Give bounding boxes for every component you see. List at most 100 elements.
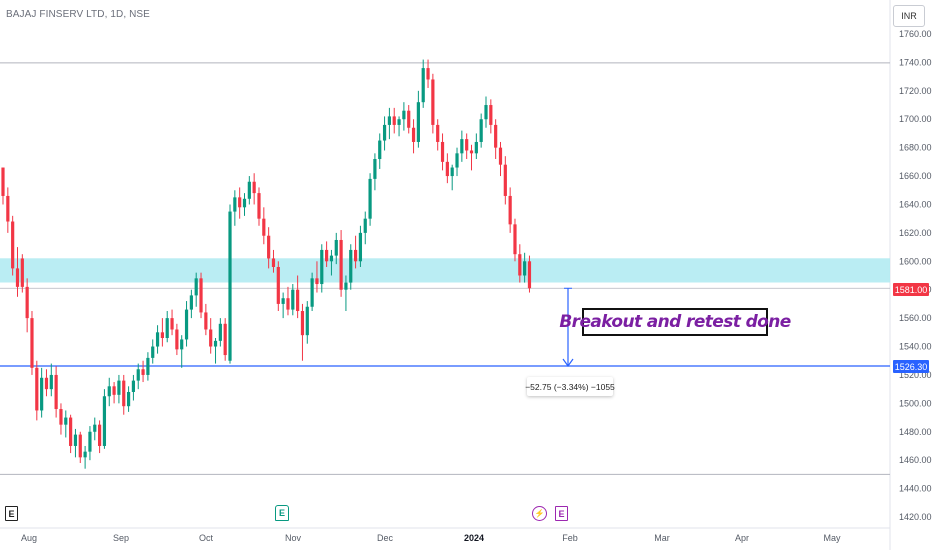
candle-body: [286, 298, 290, 310]
candle-body: [349, 249, 353, 283]
demand-zone[interactable]: [0, 258, 890, 283]
earnings-event-icon[interactable]: E: [5, 506, 18, 521]
candle-body: [315, 278, 319, 285]
candle-body: [98, 424, 102, 446]
candle-body: [411, 127, 416, 142]
candle-body: [465, 139, 469, 151]
candle-body: [508, 195, 512, 225]
candle-body: [450, 167, 454, 177]
price-tick-label: 1500.00: [899, 398, 932, 408]
candle-body: [262, 218, 266, 236]
candle-body: [141, 369, 145, 375]
measure-arrow-head: [562, 358, 574, 368]
candle-body: [358, 232, 363, 262]
candle-body: [426, 68, 430, 80]
candle-body: [184, 309, 189, 340]
candle-body: [209, 329, 213, 347]
candle-body: [474, 141, 478, 154]
candle-body: [170, 318, 174, 330]
candle-body: [30, 318, 34, 368]
candle-body: [102, 396, 107, 446]
candle-body: [329, 255, 334, 262]
price-tick-label: 1740.00: [899, 57, 932, 67]
candle-body: [228, 211, 232, 361]
candle-body: [35, 367, 39, 411]
candle-body: [218, 323, 222, 341]
candle-body: [223, 323, 227, 356]
candle-body: [233, 197, 237, 212]
currency-button[interactable]: INR: [893, 5, 925, 27]
candle-body: [445, 161, 449, 177]
candle-body: [373, 159, 377, 179]
candle-body: [431, 79, 435, 125]
dividend-event-icon[interactable]: ⚡: [532, 506, 547, 521]
candle-body: [334, 239, 338, 256]
candle-body: [25, 286, 29, 319]
candle-body: [320, 249, 324, 285]
candle-body: [151, 346, 155, 358]
candle-body: [165, 318, 169, 339]
candle-body: [281, 298, 285, 304]
candle-body: [11, 221, 15, 269]
candle-body: [436, 124, 440, 142]
candle-body: [518, 254, 522, 276]
price-tick-label: 1560.00: [899, 313, 932, 323]
candle-body: [44, 377, 49, 390]
candle-body: [160, 332, 164, 339]
candle-body: [78, 434, 82, 458]
candle-body: [363, 218, 367, 233]
candle-body: [49, 374, 53, 390]
time-tick-label: Sep: [113, 533, 129, 543]
breakout-annotation[interactable]: Breakout and retest done: [559, 308, 791, 336]
candle-body: [378, 140, 382, 160]
candle-body: [407, 110, 411, 128]
candle-body: [88, 431, 92, 452]
candle-body: [117, 380, 121, 395]
candle-body: [344, 282, 348, 290]
candle-body: [397, 119, 401, 125]
candle-body: [469, 150, 474, 154]
earnings-event-icon[interactable]: E: [555, 506, 568, 521]
candle-body: [353, 249, 358, 262]
candle-body: [513, 224, 517, 255]
time-tick-label: Nov: [285, 533, 302, 543]
candle-body: [146, 357, 150, 375]
candle-body: [107, 386, 111, 397]
candle-body: [440, 141, 445, 162]
candle-body: [489, 105, 493, 125]
candle-body: [300, 311, 305, 336]
candle-body: [387, 116, 391, 125]
time-tick-label: May: [823, 533, 841, 543]
price-tick-label: 1460.00: [899, 455, 932, 465]
candle-body: [83, 451, 87, 458]
candle-body: [199, 278, 203, 313]
price-axis-bg: [890, 0, 932, 550]
candle-body: [204, 312, 208, 330]
time-tick-label: Oct: [199, 533, 214, 543]
candle-body: [247, 181, 251, 199]
candle-body: [416, 102, 420, 142]
measure-label: −52.75 (−3.34%) −1055: [525, 377, 615, 396]
time-tick-label: Feb: [562, 533, 578, 543]
candle-body: [136, 369, 140, 381]
chart-title: BAJAJ FINSERV LTD, 1D, NSE: [6, 9, 150, 20]
time-tick-label: 2024: [464, 533, 484, 543]
price-tick-label: 1620.00: [899, 228, 932, 238]
candle-body: [6, 195, 10, 222]
price-tick-label: 1760.00: [899, 29, 932, 39]
candle-body: [339, 239, 343, 290]
candle-body: [402, 110, 406, 120]
candle-body: [267, 235, 271, 259]
candle-body: [460, 139, 464, 154]
earnings-event-icon[interactable]: E: [275, 505, 289, 521]
candle-body: [494, 124, 498, 148]
candle-body: [252, 181, 256, 194]
price-tick-label: 1720.00: [899, 86, 932, 96]
candle-body: [455, 153, 459, 168]
candle-body: [291, 289, 295, 310]
time-tick-label: Dec: [377, 533, 394, 543]
candle-body: [1, 167, 5, 196]
candle-body: [238, 197, 242, 208]
